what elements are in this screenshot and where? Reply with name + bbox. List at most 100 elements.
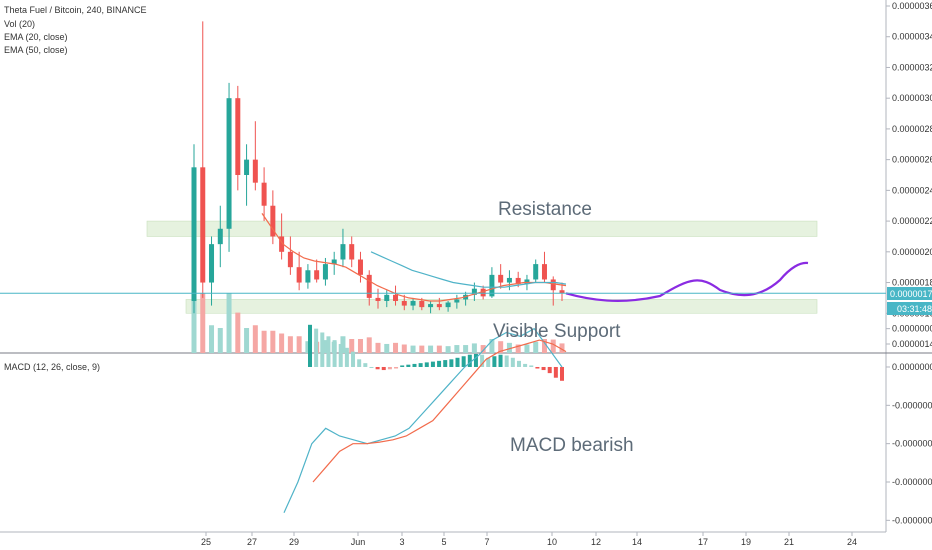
macd-tick-label: 0.00000005 <box>892 324 932 334</box>
volume-bar <box>471 343 477 353</box>
volume-bar <box>454 345 460 353</box>
volume-bar <box>357 339 363 353</box>
candle-body <box>252 159 258 183</box>
time-tick-label: 17 <box>698 537 708 547</box>
candle-body <box>279 236 285 252</box>
candle-body <box>331 259 337 265</box>
volume-bar <box>463 345 469 353</box>
signal-line <box>312 339 567 483</box>
volume-bar <box>322 340 328 353</box>
macd-histogram-bar <box>510 357 515 367</box>
macd-histogram-bar <box>375 366 380 370</box>
price-axis[interactable]: 0.000001400.000001600.000001800.00000200… <box>886 1 932 349</box>
volume-bar <box>515 344 521 353</box>
candle-body <box>375 297 381 301</box>
macd-histogram-bar <box>430 361 435 367</box>
price-tick-label: 0.00000260 <box>892 155 932 165</box>
price-tick-label: 0.00000360 <box>892 1 932 11</box>
volume-bar <box>533 341 539 353</box>
macd-histogram-bar <box>320 332 325 367</box>
volume-bar <box>209 325 215 353</box>
candle-body <box>226 98 232 229</box>
macd-histogram-bar <box>467 354 472 367</box>
resistance-label: Resistance <box>498 199 592 220</box>
legend-title: Theta Fuel / Bitcoin, 240, BINANCE <box>4 5 147 15</box>
macd-axis[interactable]: 0.00000005 0.00000000 -0.00000005 -0.000000… <box>886 324 932 526</box>
candle-body <box>349 244 355 260</box>
macd-histogram-bar <box>535 366 540 369</box>
macd-histogram-bar <box>443 360 448 367</box>
time-tick-label: 5 <box>441 537 446 547</box>
macd-histogram-bar <box>387 366 392 370</box>
price-tick-label: 0.00000300 <box>892 93 932 103</box>
macd-histogram-bar <box>424 362 429 367</box>
volume-bar <box>541 339 547 353</box>
volume-bar <box>279 333 285 353</box>
candle-body <box>436 304 442 308</box>
price-tick-label: 0.00000340 <box>892 32 932 42</box>
macd-histogram-bar <box>314 328 319 367</box>
support-zone <box>185 299 818 314</box>
candle-body <box>235 98 241 175</box>
macd-histogram-bar <box>344 347 349 367</box>
volume-bar <box>191 293 197 353</box>
volume-bar <box>287 336 293 353</box>
macd-line <box>283 327 563 513</box>
price-tick-label: 0.00000140 <box>892 339 932 349</box>
volume-bar <box>217 328 223 353</box>
volume-bar <box>480 345 486 353</box>
candle-body <box>524 279 530 285</box>
volume-bar <box>296 336 302 353</box>
macd-histogram-bar <box>504 355 509 367</box>
macd-histogram-bar <box>406 364 411 367</box>
macd-tick-label: -0.00000015 <box>892 477 932 487</box>
candle-body <box>393 294 399 301</box>
candlesticks <box>191 21 565 314</box>
legend-vol: Vol (20) <box>4 19 35 29</box>
macd-histogram-bar <box>351 351 356 367</box>
price-tick-label: 0.00000240 <box>892 185 932 195</box>
volume-bar <box>200 293 206 353</box>
countdown-text: 03:31:48 <box>897 304 932 314</box>
macd-histogram-bar <box>338 343 343 367</box>
candle-body <box>506 277 512 283</box>
time-tick-label: 25 <box>201 537 211 547</box>
volume-bars <box>191 293 565 353</box>
macd-histogram-bar <box>449 359 454 367</box>
macd-histogram-bar <box>363 363 368 367</box>
volume-bar <box>436 345 442 353</box>
candle-body <box>454 299 460 303</box>
time-axis[interactable]: 25 27 29 Jun 3 5 7 10 12 14 17 19 21 24 <box>201 532 857 547</box>
volume-bar <box>270 330 276 353</box>
price-badge-text: 0.00000173 <box>890 289 932 299</box>
candle-body <box>559 290 565 294</box>
volume-bar <box>375 342 381 353</box>
macd-histogram-bar <box>529 365 534 367</box>
macd-tick-label: 0.00000000 <box>892 362 932 372</box>
time-tick-label: 29 <box>289 537 299 547</box>
macd-tick-label: -0.00000005 <box>892 400 932 410</box>
macd-histogram-bar <box>547 366 552 374</box>
price-tick-label: 0.00000220 <box>892 216 932 226</box>
volume-bar <box>410 345 416 353</box>
candle-body <box>200 167 206 283</box>
candle-body <box>419 300 425 308</box>
countdown-badge: 03:31:48 <box>887 302 932 315</box>
macd-histogram-bar <box>523 363 528 367</box>
macd-histogram-bar <box>480 354 485 367</box>
volume-bar <box>401 344 407 353</box>
macd-histogram-bar <box>553 366 558 378</box>
candle-body <box>401 300 407 306</box>
volume-bar <box>489 339 495 353</box>
macd-histogram-bar <box>473 353 478 367</box>
volume-bar <box>340 336 346 353</box>
time-tick-label: 10 <box>547 537 557 547</box>
candle-body <box>217 228 223 245</box>
candle-body <box>480 288 486 297</box>
ema20-line <box>261 213 567 302</box>
candle-body <box>471 288 477 295</box>
candle-body <box>498 274 504 283</box>
macd-histogram-bar <box>369 366 374 368</box>
macd-histogram-bar <box>412 363 417 367</box>
